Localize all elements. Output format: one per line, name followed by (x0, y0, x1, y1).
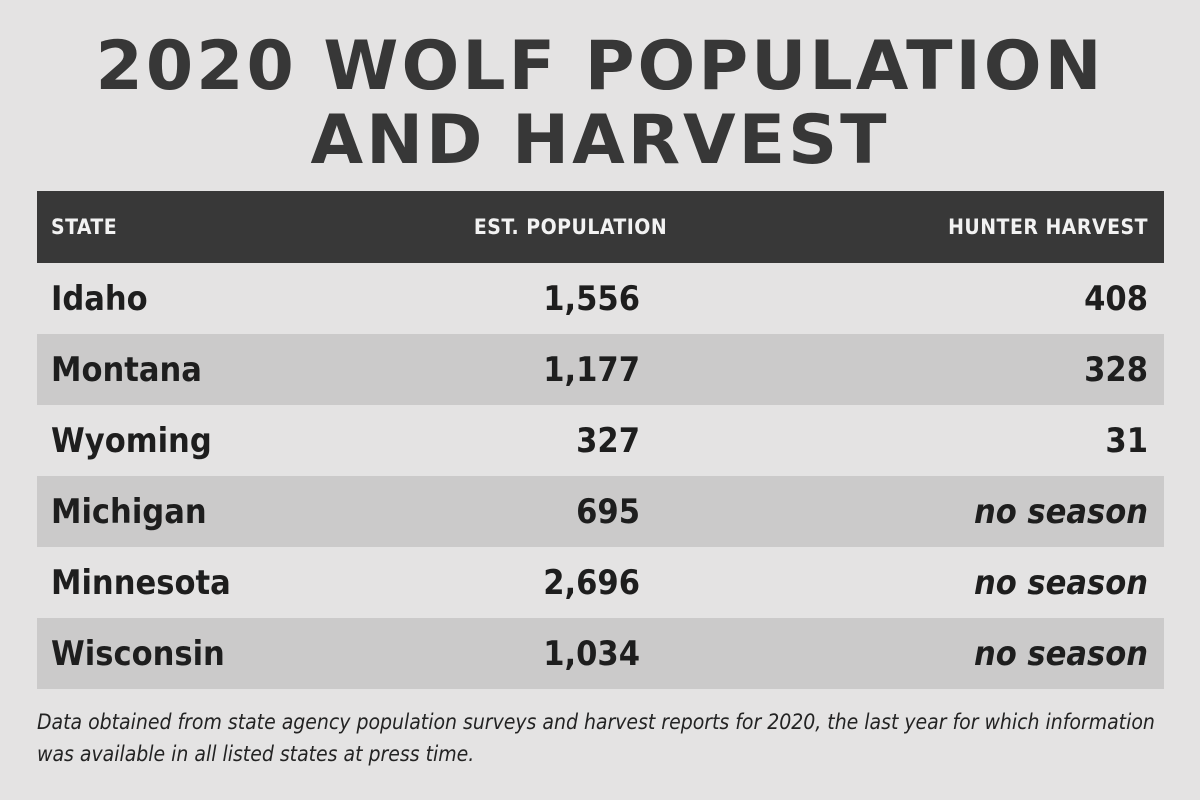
table-row: Michigan 695 no season (37, 476, 1164, 547)
title-line-2: AND HARVEST (310, 101, 890, 180)
data-table: STATE EST. POPULATION HUNTER HARVEST Ida… (37, 191, 1164, 689)
state-cell: Michigan (51, 491, 207, 532)
state-cell: Montana (51, 349, 202, 390)
column-header-state: STATE (51, 215, 118, 239)
harvest-cell: no season (973, 491, 1148, 532)
table-header-row: STATE EST. POPULATION HUNTER HARVEST (37, 191, 1164, 263)
harvest-cell: 31 (1105, 420, 1148, 461)
state-cell: Wyoming (51, 420, 212, 461)
page-title: 2020 WOLF POPULATION AND HARVEST (0, 30, 1200, 178)
population-cell: 2,696 (543, 562, 640, 603)
population-cell: 327 (576, 420, 640, 461)
table-row: Wyoming 327 31 (37, 405, 1164, 476)
harvest-cell: no season (973, 562, 1148, 603)
footnote: Data obtained from state agency populati… (37, 710, 1155, 766)
state-cell: Wisconsin (51, 633, 225, 674)
state-cell: Idaho (51, 278, 148, 319)
population-cell: 1,177 (543, 349, 640, 390)
population-cell: 1,556 (543, 278, 640, 319)
population-cell: 1,034 (543, 633, 640, 674)
column-header-population: EST. POPULATION (473, 215, 668, 239)
title-line-1: 2020 WOLF POPULATION (95, 27, 1105, 106)
harvest-cell: no season (973, 633, 1148, 674)
table-row: Idaho 1,556 408 (37, 263, 1164, 334)
population-cell: 695 (576, 491, 640, 532)
harvest-cell: 328 (1084, 349, 1148, 390)
harvest-cell: 408 (1084, 278, 1148, 319)
table-row: Minnesota 2,696 no season (37, 547, 1164, 618)
state-cell: Minnesota (51, 562, 231, 603)
column-header-harvest: HUNTER HARVEST (948, 215, 1148, 239)
table-row: Wisconsin 1,034 no season (37, 618, 1164, 689)
table-row: Montana 1,177 328 (37, 334, 1164, 405)
